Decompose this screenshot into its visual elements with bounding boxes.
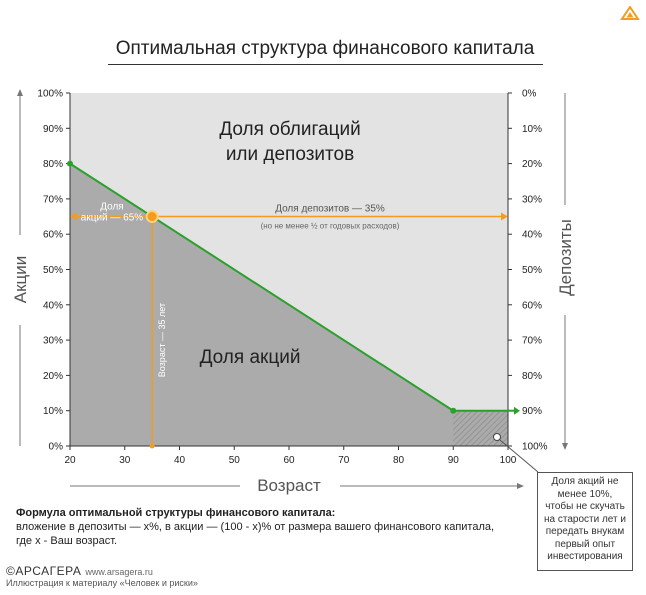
y-tick-label-right: 60% [522, 300, 542, 311]
x-tick-label: 100 [500, 455, 517, 466]
arrow-left [70, 212, 77, 221]
stock-share-label: Доля акций — 65% [81, 202, 144, 224]
title-underline [108, 64, 543, 65]
y-tick-label-left: 30% [43, 336, 63, 347]
x-tick-label: 20 [64, 455, 76, 466]
chart: 0% 10% 20% 30% 40% 50% 60% 70% 80% 90% 100% 0% 10% 20… [11, 89, 575, 496]
footer-site: www.arsagera.ru [85, 567, 153, 577]
x-tick-label: 80 [393, 455, 405, 466]
x-tick-label: 50 [229, 455, 241, 466]
y-tick-label-right: 90% [522, 406, 542, 417]
footer-brand: ©АРСАГЕРА [6, 564, 82, 578]
callout-marker [493, 433, 501, 441]
x-tick-label: 60 [283, 455, 295, 466]
age-marker [149, 443, 155, 449]
formula-line-2: где x - Ваш возраст. [16, 535, 118, 547]
callout-min-stocks: Доля акций не менее 10%, чтобы не скучат… [537, 472, 633, 571]
y-axis-title-right: Депозиты [556, 219, 575, 296]
upper-region-label-line: Доля облигаций [219, 119, 360, 140]
y-tick-label-right: 0% [522, 89, 537, 100]
data-point [67, 160, 73, 167]
y-tick-label-right: 100% [522, 442, 548, 453]
arrow-right [501, 212, 508, 221]
stocks-tail-hatch [453, 410, 508, 446]
line-arrowhead [514, 406, 520, 415]
formula-heading: Формула оптимальной структуры финансовог… [16, 507, 336, 519]
upper-region-label-line: или депозитов [226, 144, 354, 165]
y-tick-label-right: 50% [522, 265, 542, 276]
x-tick-label: 90 [448, 455, 460, 466]
y-tick-label-left: 60% [43, 230, 63, 241]
page-title: Оптимальная структура финансового капита… [115, 38, 535, 59]
y-tick-label-right: 30% [522, 194, 542, 205]
x-tick-label: 40 [174, 455, 186, 466]
brand-logo-icon [620, 5, 640, 25]
lower-region-label: Доля акций [200, 347, 301, 368]
data-point [450, 407, 457, 414]
y-tick-label-left: 0% [49, 442, 64, 453]
y-tick-label-right: 70% [522, 336, 542, 347]
y-tick-label-right: 20% [522, 159, 542, 170]
footer: ©АРСАГЕРА www.arsagera.ru Иллюстрация к м… [6, 564, 198, 589]
age-label: Возраст — 35 лет [157, 303, 167, 377]
y-arrow-head-left [17, 89, 23, 96]
upper-region-label: Доля облигаций или депозитов [219, 119, 360, 165]
x-arrow-head [517, 483, 524, 489]
deposit-share-label: Доля депозитов — 35% [275, 204, 385, 215]
formula-line-1: вложение в депозиты — x%, в акции — (100… [16, 521, 495, 533]
y-tick-label-left: 20% [43, 371, 63, 382]
y-axis-title-left: Акции [11, 256, 30, 304]
footer-credit: Иллюстрация к материалу «Человек и риски… [6, 578, 198, 588]
y-tick-label-left: 40% [43, 300, 63, 311]
y-tick-label-left: 100% [37, 89, 63, 100]
callout-leader [499, 439, 539, 473]
stock-share-label-line: Доля [100, 202, 123, 213]
y-tick-label-right: 40% [522, 230, 542, 241]
y-tick-label-left: 50% [43, 265, 63, 276]
x-tick-label: 30 [119, 455, 131, 466]
deposit-share-sublabel: (но не менее ½ от годовых расходов) [261, 222, 400, 231]
y-tick-label-left: 10% [43, 406, 63, 417]
x-tick-label: 70 [338, 455, 350, 466]
y-tick-label-left: 90% [43, 124, 63, 135]
y-tick-label-right: 10% [522, 124, 542, 135]
y-arrow-head-right [562, 443, 568, 450]
x-axis-title: Возраст [257, 476, 321, 495]
highlight-point [145, 210, 159, 224]
y-tick-label-left: 70% [43, 194, 63, 205]
y-tick-label-right: 80% [522, 371, 542, 382]
y-tick-label-left: 80% [43, 159, 63, 170]
stock-share-label-line: акций — 65% [81, 213, 144, 224]
formula-block: Формула оптимальной структуры финансовог… [16, 506, 494, 548]
